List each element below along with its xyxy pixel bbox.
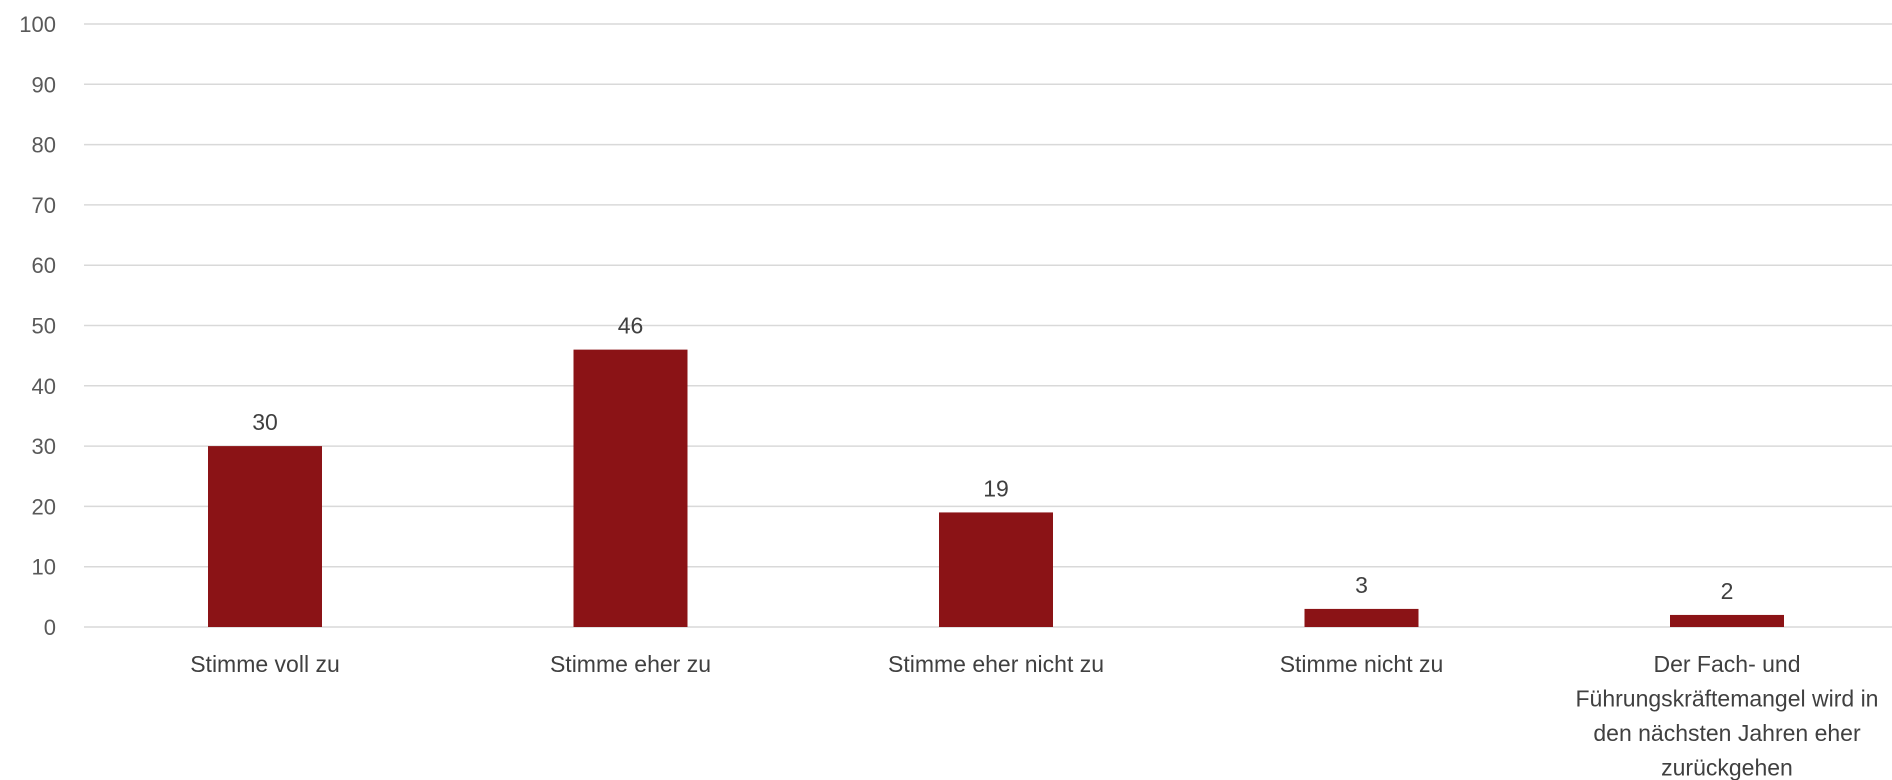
data-label-2: 46: [618, 313, 644, 339]
bar-4: [1304, 608, 1419, 627]
category-label-line: Stimme nicht zu: [1280, 651, 1444, 677]
bar-3: [939, 512, 1053, 627]
category-label-line: Der Fach- und: [1653, 651, 1800, 677]
category-label-line: den nächsten Jahren eher: [1593, 720, 1861, 746]
x-axis-category-labels: Stimme voll zu Stimme eher zu Stimme eher …: [190, 651, 1878, 780]
category-label-line: Führungskräftemangel wird in: [1576, 686, 1879, 712]
data-label-4: 3: [1355, 572, 1368, 598]
bar-5: [1670, 614, 1784, 627]
y-tick-label-0: 0: [44, 615, 56, 640]
category-label-line: Stimme eher zu: [550, 651, 711, 677]
y-axis-tick-labels: 0 10 20 30 40 50 60 70 80 90 100: [19, 12, 56, 640]
y-tick-label-70: 70: [32, 193, 56, 218]
category-label-4: Stimme nicht zu: [1280, 651, 1444, 677]
y-tick-label-50: 50: [32, 314, 56, 339]
bar-2: [573, 349, 688, 627]
data-label-1: 30: [252, 409, 278, 435]
data-labels: 30 46 19 3 2: [252, 313, 1733, 604]
data-label-3: 19: [983, 475, 1009, 501]
bars: [208, 349, 1784, 627]
category-label-line: Stimme voll zu: [190, 651, 340, 677]
y-tick-label-40: 40: [32, 374, 56, 399]
category-label-3: Stimme eher nicht zu: [888, 651, 1104, 677]
category-label-line: zurückgehen: [1661, 755, 1793, 780]
data-label-5: 2: [1721, 578, 1734, 604]
y-tick-label-20: 20: [32, 494, 56, 519]
y-tick-label-100: 100: [19, 12, 56, 37]
bar-1: [208, 446, 322, 627]
gridlines: [84, 23, 1892, 628]
category-label-1: Stimme voll zu: [190, 651, 340, 677]
category-label-5: Der Fach- und Führungskräftemangel wird i…: [1576, 651, 1879, 780]
category-label-line: Stimme eher nicht zu: [888, 651, 1104, 677]
y-tick-label-30: 30: [32, 434, 56, 459]
y-tick-label-60: 60: [32, 253, 56, 278]
y-tick-label-90: 90: [32, 72, 56, 97]
category-label-2: Stimme eher zu: [550, 651, 711, 677]
y-tick-label-10: 10: [32, 555, 56, 580]
y-tick-label-80: 80: [32, 133, 56, 158]
